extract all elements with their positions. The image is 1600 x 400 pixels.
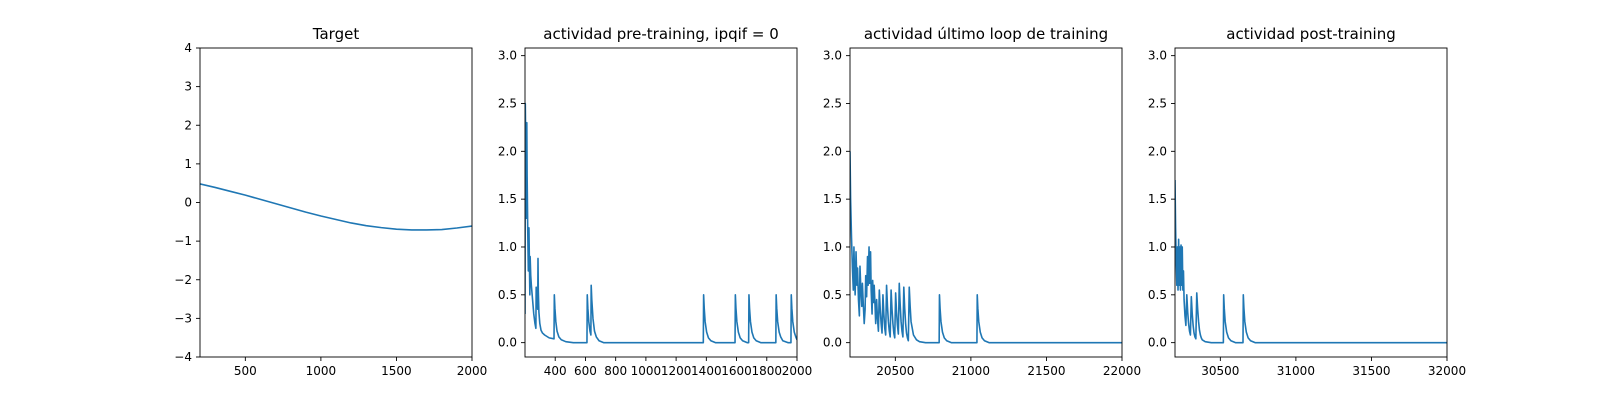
series-line-1 (525, 102, 797, 344)
x-tick-label: 1500 (381, 364, 412, 378)
x-tick-label: 2000 (457, 364, 488, 378)
y-tick-label: −1 (174, 234, 192, 248)
y-tick-label: 3 (184, 80, 192, 94)
x-tick-label: 1600 (721, 364, 752, 378)
y-tick-label: −4 (174, 350, 192, 364)
y-tick-label: 0.0 (823, 336, 842, 350)
chart-title: actividad último loop de training (864, 25, 1108, 43)
chart-panel-2: 400 600 800 1000 1200 1400 1600 1800 2000 0.0 0.5 1… (498, 25, 812, 378)
y-tick-label: 0.0 (1148, 336, 1167, 350)
y-tick-label: 1.5 (823, 192, 842, 206)
y-tick-label: 1.0 (823, 240, 842, 254)
chart-title: Target (312, 25, 360, 43)
x-tick-label: 30500 (1201, 364, 1239, 378)
chart-title: actividad pre-training, ipqif = 0 (543, 25, 779, 43)
x-tick-label: 21500 (1027, 364, 1065, 378)
y-tick-label: 0.5 (823, 288, 842, 302)
x-tick-label: 31500 (1352, 364, 1390, 378)
y-tick-label: 1.5 (498, 192, 517, 206)
series-line-1 (1175, 180, 1447, 344)
y-tick-label: 1.0 (1148, 240, 1167, 254)
y-tick-label: 0.5 (498, 288, 517, 302)
y-tick-label: 1 (184, 157, 192, 171)
x-tick-label: 1400 (691, 364, 722, 378)
y-tick-label: 2.5 (823, 96, 842, 110)
y-tick-label: 3.0 (1148, 49, 1167, 63)
x-tick-label: 32000 (1428, 364, 1466, 378)
y-tick-label: 3.0 (823, 49, 842, 63)
y-tick-label: 2.5 (1148, 96, 1167, 110)
y-tick-label: 2.0 (1148, 144, 1167, 158)
x-tick-label: 1000 (631, 364, 662, 378)
x-tick-label: 22000 (1103, 364, 1141, 378)
axes-frame (1174, 47, 1448, 358)
y-tick-label: 2.5 (498, 96, 517, 110)
y-tick-label: −3 (174, 311, 192, 325)
series-line-1 (200, 183, 472, 231)
y-tick-label: 1.0 (498, 240, 517, 254)
x-tick-label: 21000 (952, 364, 990, 378)
series-line-1 (850, 151, 1122, 344)
y-tick-label: 1.5 (1148, 192, 1167, 206)
chart-panel-4: 30500 31000 31500 32000 0.0 0.5 1.0 1.5 2.0 2.5 3.… (1148, 25, 1466, 378)
chart-panel-1: 500 1000 1500 2000 −4 −3 −2 −1 0 1 2 3 4 Target (174, 25, 487, 378)
x-tick-label: 400 (544, 364, 567, 378)
y-tick-label: 0.5 (1148, 288, 1167, 302)
x-tick-label: 2000 (782, 364, 813, 378)
y-tick-label: 2.0 (823, 144, 842, 158)
chart-title: actividad post-training (1226, 25, 1395, 43)
y-tick-label: 0 (184, 196, 192, 210)
chart-panel-3: 20500 21000 21500 22000 0.0 0.5 1.0 1.5 2.0 2.5 3.… (823, 25, 1141, 378)
axes-frame (849, 47, 1123, 358)
x-tick-label: 800 (604, 364, 627, 378)
x-tick-label: 1200 (661, 364, 692, 378)
y-tick-label: 0.0 (498, 336, 517, 350)
x-tick-label: 20500 (876, 364, 914, 378)
y-tick-label: 2.0 (498, 144, 517, 158)
axes-frame (524, 47, 798, 358)
x-tick-label: 31000 (1277, 364, 1315, 378)
x-tick-label: 1000 (306, 364, 337, 378)
y-tick-label: −2 (174, 273, 192, 287)
x-tick-label: 1800 (752, 364, 783, 378)
y-tick-label: 4 (184, 41, 192, 55)
y-tick-label: 3.0 (498, 49, 517, 63)
x-tick-label: 500 (234, 364, 257, 378)
y-tick-label: 2 (184, 118, 192, 132)
x-tick-label: 600 (574, 364, 597, 378)
